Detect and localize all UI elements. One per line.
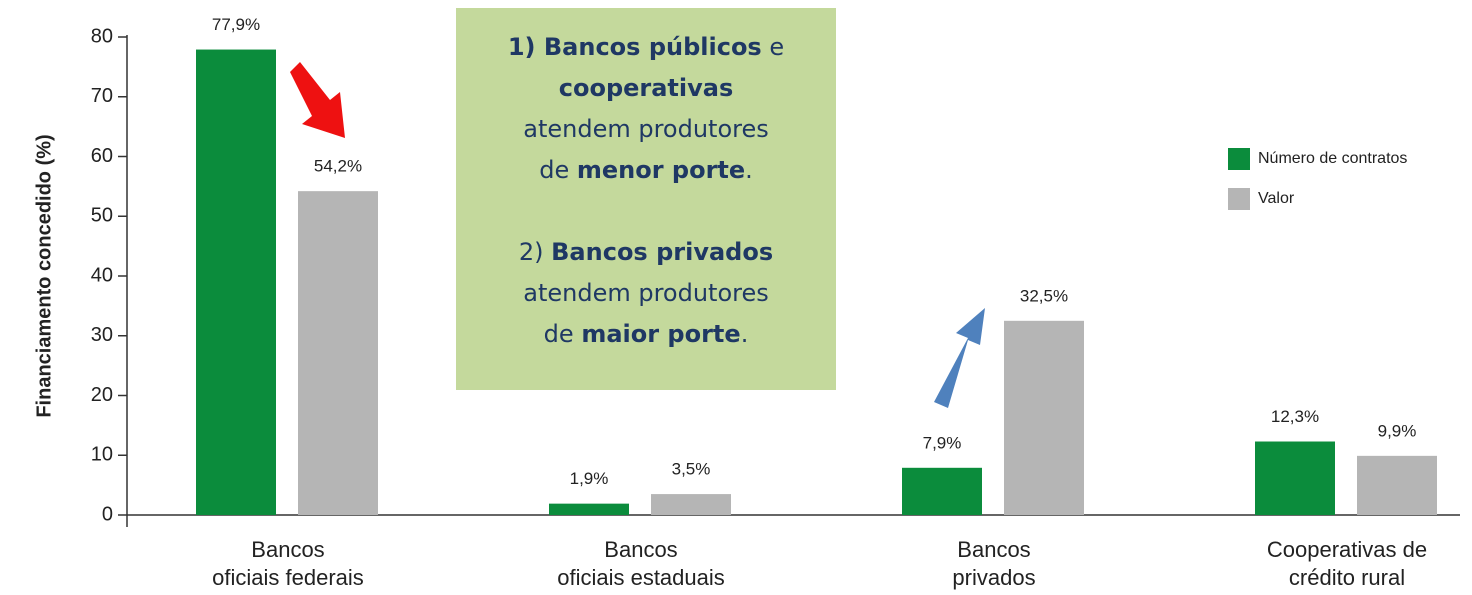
annotation-line: de menor porte. [539, 156, 753, 184]
annotation-line: atendem produtores [523, 279, 769, 307]
y-tick-label: 40 [91, 264, 113, 286]
annotation-text: . [741, 320, 749, 348]
x-tick-label: oficiais federais [212, 565, 364, 590]
annotation-text: menor porte [577, 156, 745, 184]
annotation-text: 2) [519, 238, 551, 266]
x-tick-label: Bancos [604, 537, 677, 562]
bar [902, 467, 982, 515]
bar [298, 191, 378, 515]
legend-swatch [1228, 188, 1250, 210]
y-tick-label: 60 [91, 145, 113, 167]
annotation-line: 1) Bancos públicos e [508, 33, 784, 61]
annotation-line: 2) Bancos privados [519, 238, 773, 266]
x-tick-label: oficiais estaduais [557, 565, 725, 590]
legend-label: Valor [1258, 190, 1295, 207]
annotation-line: de maior porte. [544, 320, 749, 348]
annotation-text: de [539, 156, 577, 184]
value-label: 77,9% [212, 15, 260, 34]
x-tick-label: Cooperativas de [1267, 537, 1427, 562]
y-tick-label: 0 [102, 503, 113, 525]
bar [1004, 320, 1084, 515]
legend-swatch [1228, 148, 1250, 170]
x-tick-label: crédito rural [1289, 565, 1405, 590]
annotation-text: maior porte [581, 320, 740, 348]
value-label: 1,9% [570, 469, 609, 488]
annotation-text: atendem produtores [523, 115, 769, 143]
annotation-line: atendem produtores [523, 115, 769, 143]
annotation-text: de [544, 320, 582, 348]
value-label: 32,5% [1020, 286, 1068, 305]
annotation-line: cooperativas [559, 74, 734, 102]
y-tick-label: 30 [91, 324, 113, 346]
y-tick-label: 70 [91, 85, 113, 107]
blue-arrow [934, 308, 985, 408]
value-label: 54,2% [314, 157, 362, 176]
bar [651, 494, 731, 515]
legend-label: Número de contratos [1258, 150, 1407, 167]
y-tick-label: 10 [91, 444, 113, 466]
y-tick-label: 50 [91, 205, 113, 227]
y-tick-label: 80 [91, 25, 113, 47]
bar [549, 503, 629, 515]
value-label: 12,3% [1271, 407, 1319, 426]
annotation-box [456, 8, 836, 390]
bar [1357, 455, 1437, 515]
annotation-text: e [762, 33, 784, 61]
bar [1255, 441, 1335, 515]
y-axis-label: Financiamento concedido (%) [33, 134, 55, 417]
annotation-text: 1) Bancos públicos [508, 33, 762, 61]
y-tick-label: 20 [91, 384, 113, 406]
x-tick-label: privados [952, 565, 1035, 590]
red-arrow [290, 62, 345, 138]
annotation-text: . [745, 156, 753, 184]
bar [196, 49, 276, 516]
x-tick-label: Bancos [957, 537, 1030, 562]
value-label: 9,9% [1378, 421, 1417, 440]
x-tick-label: Bancos [251, 537, 324, 562]
annotation-text: atendem produtores [523, 279, 769, 307]
value-label: 3,5% [672, 460, 711, 479]
annotation-text: Bancos privados [551, 238, 773, 266]
annotation-text: cooperativas [559, 74, 734, 102]
value-label: 7,9% [923, 433, 962, 452]
